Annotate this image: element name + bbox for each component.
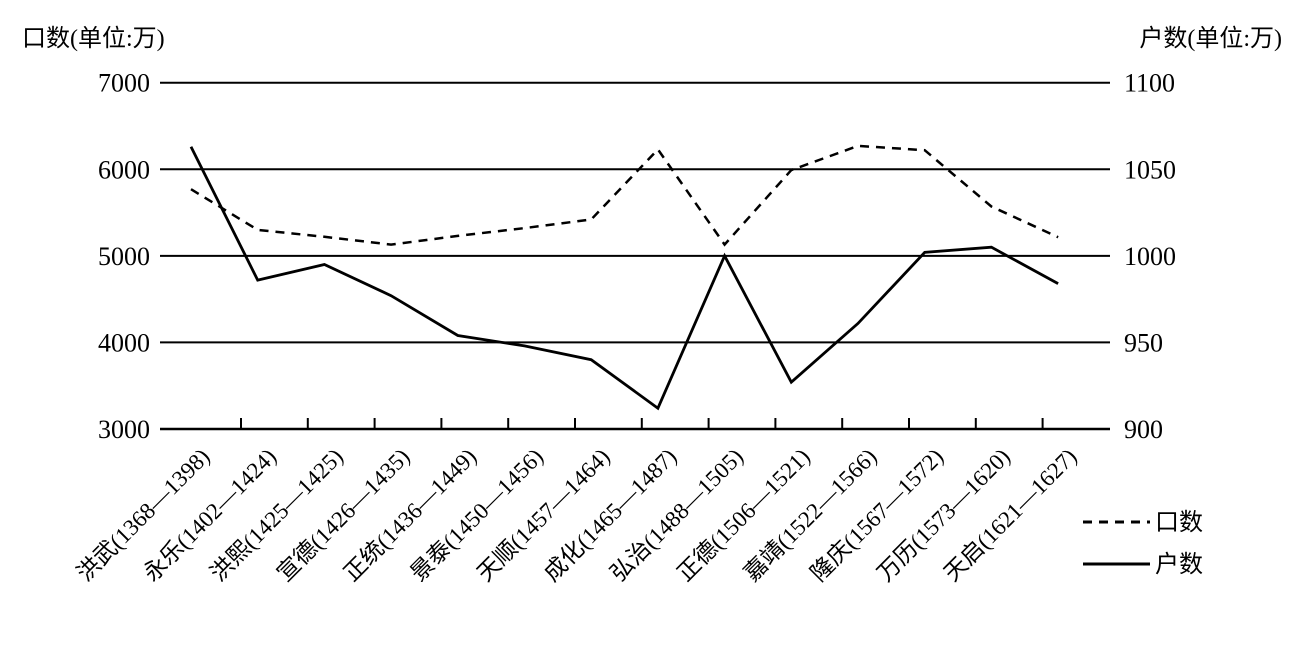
y-left-tick-label: 3000 [98,415,150,444]
y-right-tick-label: 950 [1124,328,1163,357]
category-labels: 洪武(1368—1398)永乐(1402—1424)洪熙(1425—1425)宣… [72,444,1081,586]
legend-label-kou: 口数 [1155,509,1203,536]
series-line-hu [189,146,1059,411]
series-lines [189,144,1059,411]
y-right-tick-label: 1100 [1124,69,1175,98]
y-left-tick-label: 7000 [98,69,150,98]
legend: 口数 户数 [1083,509,1203,578]
series-line-kou [190,144,1059,247]
y-right-tick-label: 1050 [1124,155,1176,184]
left-axis-title: 口数(单位:万) [22,25,165,52]
gridlines [160,81,1110,431]
right-axis-title: 户数(单位:万) [1139,25,1282,52]
y-left-tick-label: 4000 [98,328,150,357]
y-tick-labels: 7000 1100 6000 1050 5000 1000 4000 950 3000 900 [98,69,1176,444]
x-ticks [240,418,1044,429]
y-right-tick-label: 900 [1124,415,1163,444]
y-left-tick-label: 5000 [98,242,150,271]
legend-label-hu: 户数 [1155,551,1203,578]
y-left-tick-label: 6000 [98,155,150,184]
y-right-tick-label: 1000 [1124,242,1176,271]
